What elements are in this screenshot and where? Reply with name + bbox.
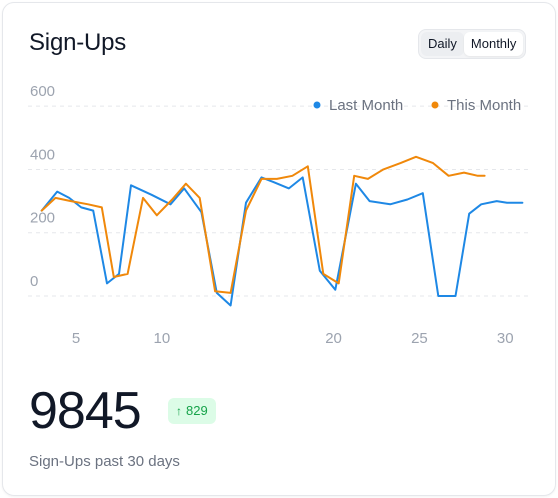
x-tick-label: 25: [411, 330, 428, 347]
x-tick-label: 5: [72, 330, 80, 347]
caption-text: Sign-Ups past 30 days: [29, 453, 180, 470]
y-tick-label: 400: [30, 146, 55, 163]
toggle-monthly-button[interactable]: Monthly: [463, 32, 524, 56]
legend-label: This Month: [447, 97, 521, 114]
delta-badge: ↑ 829: [168, 398, 216, 424]
y-tick-label: 200: [30, 210, 55, 227]
y-tick-label: 0: [30, 273, 38, 290]
legend-label: Last Month: [329, 97, 403, 114]
x-tick-label: 20: [325, 330, 342, 347]
x-tick-label: 10: [154, 330, 171, 347]
card-title: Sign-Ups: [29, 29, 127, 56]
y-tick-label: 600: [30, 83, 55, 100]
legend-marker: [431, 101, 439, 109]
total-signups-value: 9845: [29, 382, 142, 440]
x-tick-label: 30: [497, 330, 514, 347]
signups-line-chart: 0 200 400 600 5 10 20 25 30 Last Month This Month: [28, 83, 531, 347]
delta-value: 829: [186, 403, 208, 418]
series-line-this-month: [40, 155, 486, 294]
legend-marker: [313, 101, 321, 109]
toggle-daily-button[interactable]: Daily: [421, 32, 464, 56]
period-toggle: Daily Monthly: [418, 29, 527, 59]
series-line-last-month: [40, 176, 524, 307]
arrow-up-icon: ↑: [176, 404, 182, 418]
